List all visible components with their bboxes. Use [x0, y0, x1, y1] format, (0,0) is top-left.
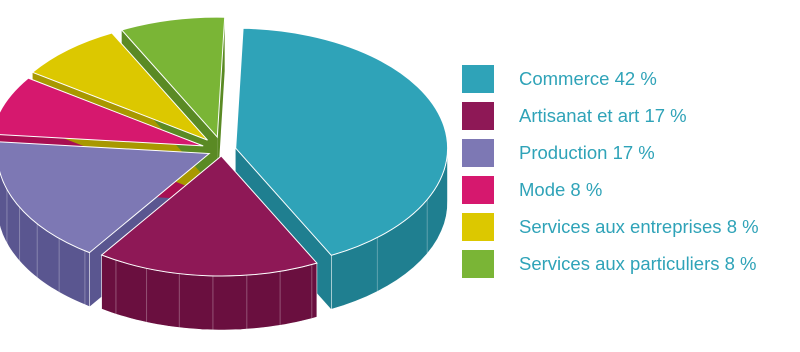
legend-item: Mode 8 %	[462, 171, 800, 208]
legend-label: Commerce 42 %	[519, 67, 657, 89]
chart-legend: Commerce 42 % Artisanat et art 17 % Produc…	[462, 60, 800, 282]
legend-swatch	[462, 212, 494, 241]
legend-label: Production 17 %	[519, 141, 655, 163]
legend-swatch	[462, 249, 494, 278]
legend-label: Artisanat et art 17 %	[519, 104, 687, 126]
legend-label: Services aux particuliers 8 %	[519, 252, 757, 274]
legend-swatch	[462, 175, 494, 204]
legend-item: Services aux entreprises 8 %	[462, 208, 800, 245]
slice-production	[0, 141, 211, 254]
legend-item: Artisanat et art 17 %	[462, 97, 800, 134]
slice-commerce	[235, 27, 449, 256]
slice-services-aux-particuliers	[120, 16, 226, 139]
pie-chart	[0, 16, 449, 331]
legend-label: Mode 8 %	[519, 178, 603, 200]
legend-item: Commerce 42 %	[462, 60, 800, 97]
slice-services-aux-entreprises	[31, 32, 208, 141]
slice-mode	[0, 77, 204, 147]
slice-cut-face	[217, 17, 225, 192]
legend-item: Services aux particuliers 8 %	[462, 245, 800, 282]
legend-item: Production 17 %	[462, 134, 800, 171]
legend-label: Services aux entreprises 8 %	[519, 215, 759, 237]
pie-chart-area	[0, 16, 449, 331]
slice-artisanat-et-art	[100, 155, 318, 277]
legend-swatch	[462, 101, 494, 130]
legend-swatch	[462, 64, 494, 93]
legend-swatch	[462, 138, 494, 167]
